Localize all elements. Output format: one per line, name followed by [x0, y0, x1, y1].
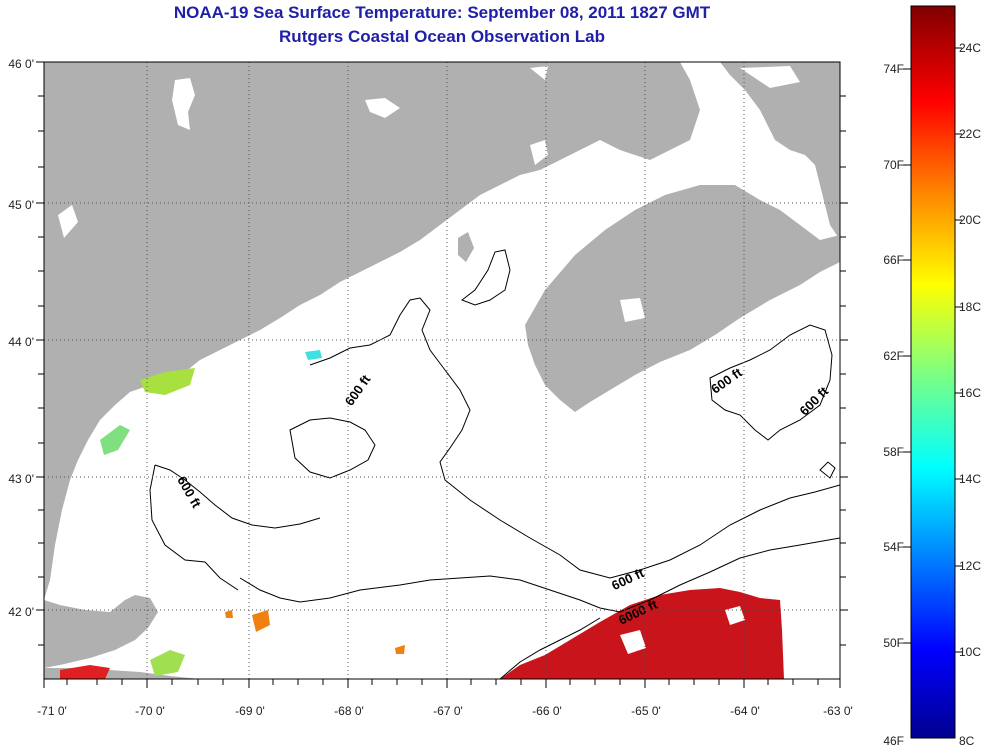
colorbar-ticks: [903, 47, 962, 653]
sst-cloud-hole: [725, 606, 745, 625]
colorbar-celsius-label: 16C: [959, 386, 981, 400]
colorbar-celsius-label: 10C: [959, 645, 981, 659]
longitude-tick-label: -69 0': [235, 704, 265, 718]
colorbar-celsius-label: 24C: [959, 41, 981, 55]
colorbar-celsius-label: 20C: [959, 213, 981, 227]
colorbar: [910, 5, 956, 739]
map-grid: [44, 62, 840, 679]
longitude-tick-label: -66 0': [532, 704, 562, 718]
land-cloud-patch: [530, 140, 548, 165]
colorbar-fahrenheit-label: 66F: [883, 253, 904, 267]
colorbar-fahrenheit-label: 62F: [883, 349, 904, 363]
latitude-tick-label: 42 0': [8, 605, 34, 619]
land-nova-scotia: [720, 62, 840, 240]
land-cloud-patch: [365, 98, 400, 118]
colorbar-celsius-label: 12C: [959, 559, 981, 573]
map-ticks: [36, 61, 848, 688]
latitude-tick-label: 43 0': [8, 472, 34, 486]
land-cloud-patch: [58, 205, 78, 238]
sst-patch-green: [100, 425, 130, 455]
land-cape-cod: [44, 595, 158, 668]
bathymetry-contours: [149, 249, 840, 679]
map-subtitle: Rutgers Coastal Ocean Observation Lab: [279, 27, 605, 46]
land-cloud-patch: [172, 78, 195, 130]
colorbar-fahrenheit-label: 58F: [883, 445, 904, 459]
sst-cloud-hole: [620, 630, 646, 654]
latitude-tick-label: 44 0': [8, 335, 34, 349]
longitude-tick-label: -63 0': [823, 704, 853, 718]
land-cloud-patch: [530, 66, 548, 80]
land-cloud-patch: [620, 298, 645, 322]
sst-patch-orange: [395, 645, 405, 654]
colorbar-fahrenheit-label: 54F: [883, 540, 904, 554]
land-island: [458, 232, 474, 262]
longitude-tick-label: -67 0': [433, 704, 463, 718]
sst-patch-red-south: [60, 665, 110, 679]
longitude-tick-label: -64 0': [730, 704, 760, 718]
latitude-tick-label: 45 0': [8, 198, 34, 212]
colorbar-fahrenheit-label: 46F: [883, 734, 904, 748]
colorbar-fahrenheit-label: 74F: [883, 62, 904, 76]
sst-patch-green: [140, 368, 195, 395]
colorbar-fahrenheit-label: 70F: [883, 158, 904, 172]
land-mainland: [44, 62, 700, 600]
colorbar-celsius-label: 18C: [959, 300, 981, 314]
map-title: NOAA-19 Sea Surface Temperature: Septemb…: [173, 3, 711, 22]
longitude-tick-label: -68 0': [334, 704, 364, 718]
longitude-tick-label: -70 0': [135, 704, 165, 718]
colorbar-celsius-label: 22C: [959, 127, 981, 141]
latitude-tick-label: 46 0': [8, 57, 34, 71]
land-nova-scotia-peninsula: [525, 185, 840, 412]
sst-patch-green-south: [150, 650, 185, 676]
colorbar-celsius-label: 14C: [959, 472, 981, 486]
land-cloud-patch: [740, 66, 800, 88]
longitude-tick-label: -65 0': [631, 704, 661, 718]
longitude-tick-label: -71 0': [37, 704, 67, 718]
sst-patch-cyan: [305, 350, 322, 360]
sst-patch-orange: [252, 610, 270, 632]
sst-patch-warm-georges: [500, 588, 784, 679]
sst-patch-orange: [225, 610, 233, 618]
colorbar-fahrenheit-label: 50F: [883, 636, 904, 650]
colorbar-celsius-label: 8C: [959, 734, 975, 748]
